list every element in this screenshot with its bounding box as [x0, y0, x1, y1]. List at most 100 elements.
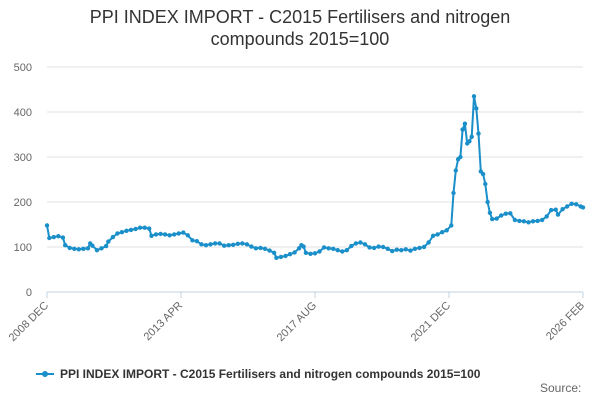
legend-item[interactable]: PPI INDEX IMPORT - C2015 Fertilisers and…	[36, 364, 480, 384]
data-point	[110, 234, 116, 240]
data-point	[301, 244, 306, 249]
data-point	[349, 243, 354, 249]
data-point	[278, 254, 284, 260]
data-point	[99, 246, 104, 251]
data-point	[480, 171, 486, 177]
data-point	[176, 231, 181, 236]
data-point	[508, 211, 513, 216]
data-point	[435, 232, 440, 237]
data-point	[430, 233, 436, 238]
data-point	[51, 234, 56, 240]
data-point	[380, 244, 386, 250]
data-point	[499, 213, 504, 218]
x-tick-label: 2008 DEC	[7, 300, 51, 344]
data-point	[403, 247, 408, 252]
data-point	[539, 217, 545, 223]
y-tick-label: 0	[26, 287, 32, 299]
data-point	[283, 253, 288, 259]
data-point	[517, 218, 522, 224]
data-point	[485, 199, 490, 205]
data-point	[535, 218, 540, 224]
data-point	[162, 232, 168, 237]
data-point	[153, 232, 159, 237]
x-tick-label: 2026 FEB	[544, 300, 587, 343]
data-point	[231, 242, 236, 247]
y-tick-label: 500	[14, 62, 32, 74]
data-point	[292, 250, 297, 255]
data-point	[90, 243, 95, 248]
data-point	[142, 225, 147, 230]
data-point	[544, 214, 549, 219]
data-point	[172, 232, 177, 237]
data-point	[115, 231, 120, 236]
data-point	[226, 243, 231, 248]
data-point	[451, 190, 456, 196]
chart-title: PPI INDEX IMPORT - C2015 Fertilisers and…	[89, 7, 511, 27]
data-point	[287, 252, 293, 257]
data-point	[133, 226, 138, 232]
data-point	[194, 239, 200, 244]
data-point	[358, 240, 363, 245]
data-point	[444, 228, 449, 233]
data-point	[474, 106, 479, 111]
data-point	[296, 246, 302, 251]
series-line	[46, 95, 584, 259]
data-point	[203, 243, 209, 248]
data-point	[555, 212, 561, 217]
x-tick-label: 2021 DEC	[409, 300, 453, 344]
data-point	[244, 242, 250, 247]
data-point	[494, 216, 499, 221]
data-point	[56, 234, 61, 239]
data-point	[340, 249, 345, 254]
data-point	[119, 230, 125, 235]
data-point	[240, 241, 245, 246]
data-point	[199, 242, 204, 247]
legend-label: PPI INDEX IMPORT - C2015 Fertilisers and…	[60, 367, 481, 381]
data-point	[569, 201, 574, 206]
data-point	[62, 243, 68, 248]
credit-text[interactable]: Source:	[540, 381, 582, 395]
data-point	[258, 245, 263, 251]
chart-subtitle: compounds 2015=100	[210, 29, 390, 49]
data-point	[128, 227, 134, 233]
data-point	[76, 247, 82, 252]
data-point	[467, 139, 472, 144]
data-point	[549, 207, 554, 213]
data-point	[262, 246, 268, 251]
data-point	[512, 217, 518, 223]
data-point	[460, 127, 465, 132]
data-point	[185, 233, 190, 238]
data-point	[367, 245, 372, 250]
data-point	[371, 245, 377, 251]
data-point	[267, 248, 272, 253]
data-point	[530, 219, 536, 224]
data-point	[253, 246, 259, 251]
data-point	[222, 243, 227, 248]
data-point	[408, 248, 413, 253]
data-point	[85, 246, 91, 251]
data-point	[67, 245, 72, 251]
data-point	[212, 241, 218, 246]
data-point	[271, 250, 277, 255]
data-point	[412, 246, 418, 251]
x-tick-label: 2017 AUG	[275, 300, 319, 344]
data-point	[331, 246, 336, 251]
x-axis: 2008 DEC 2013 APR 2017 AUG 2021 DEC 2026 FEB	[7, 291, 587, 344]
data-point	[469, 134, 474, 139]
data-point	[137, 225, 143, 230]
data-point	[385, 246, 390, 251]
data-point	[526, 220, 531, 225]
data-point	[476, 131, 481, 136]
data-point	[60, 235, 66, 240]
data-point	[106, 239, 111, 244]
data-point	[103, 243, 109, 249]
data-point	[483, 181, 488, 187]
data-point	[312, 251, 318, 256]
data-point	[399, 248, 404, 253]
data-point	[553, 207, 558, 212]
data-point	[317, 249, 322, 254]
data-point	[249, 244, 254, 249]
data-point	[490, 216, 495, 222]
y-axis-ticks: 0 100 200 300 400 500	[14, 62, 32, 299]
